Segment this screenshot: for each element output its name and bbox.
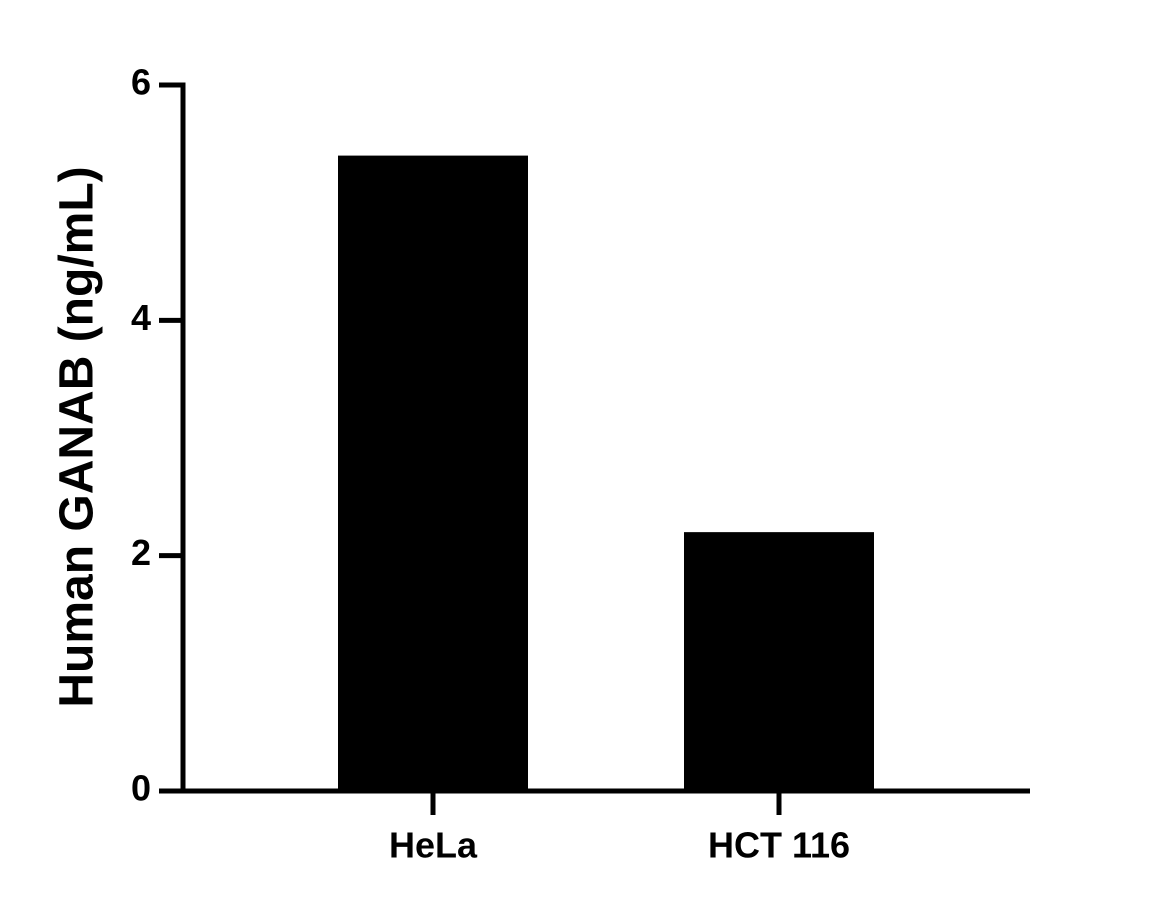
bar [684,532,874,791]
x-tick-label: HeLa [389,825,478,866]
bar [338,155,528,792]
y-axis-label: Human GANAB (ng/mL) [51,166,104,707]
y-tick-label: 2 [131,532,151,573]
x-tick-label: HCT 116 [708,825,850,866]
y-tick-label: 0 [131,768,151,809]
y-tick-label: 6 [131,62,151,103]
y-tick-label: 4 [131,297,151,338]
